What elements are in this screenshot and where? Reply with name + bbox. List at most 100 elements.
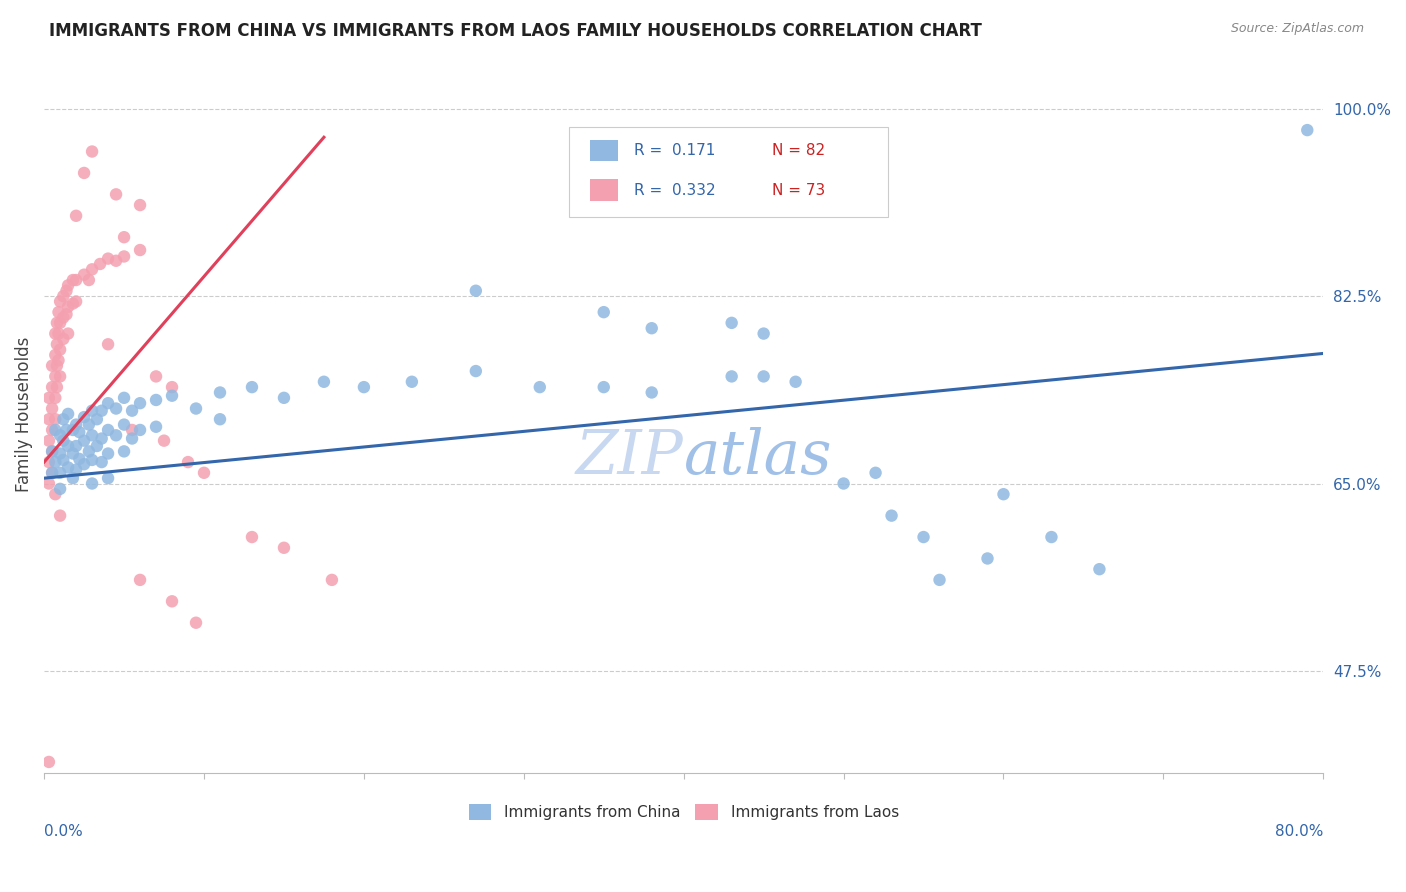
Point [52,453,75,467]
FancyBboxPatch shape [568,127,889,217]
Point [121,432,143,446]
Point [56,439,79,453]
Point [160,389,183,403]
Point [41,423,63,437]
Point [41,359,63,373]
Text: N = 73: N = 73 [772,183,825,197]
Point [38,476,60,491]
Point [720,316,742,330]
Point [129,573,152,587]
Point [529,380,551,394]
Point [184,615,207,630]
Point [145,419,167,434]
Point [112,444,135,458]
Point [752,326,775,341]
Point [86,439,108,453]
Point [62,273,84,287]
Point [129,198,152,212]
Point [41,466,63,480]
Text: 80.0%: 80.0% [1275,824,1323,839]
Point [90,403,112,417]
Point [145,392,167,407]
Point [121,423,143,437]
Point [129,396,152,410]
Point [65,462,87,476]
Point [41,444,63,458]
Point [77,444,100,458]
Point [67,425,90,439]
Point [97,252,120,266]
Point [49,482,72,496]
Point [112,250,135,264]
Point [641,385,664,400]
Point [90,455,112,469]
Point [80,262,103,277]
FancyBboxPatch shape [591,179,619,201]
Text: ZIP: ZIP [576,427,683,487]
Point [52,310,75,325]
Point [73,457,96,471]
Point [880,508,903,523]
Point [160,594,183,608]
Legend: Immigrants from China, Immigrants from Laos: Immigrants from China, Immigrants from L… [463,798,905,827]
Point [38,455,60,469]
Point [56,326,79,341]
Point [353,380,375,394]
Point [86,412,108,426]
Point [52,412,75,426]
Point [129,243,152,257]
Point [80,145,103,159]
Point [321,573,343,587]
Point [273,391,295,405]
Point [153,434,176,448]
Point [49,343,72,357]
Point [44,487,66,501]
Point [464,364,486,378]
Point [49,294,72,309]
Point [65,209,87,223]
Point [97,423,120,437]
Point [41,401,63,416]
Point [112,391,135,405]
Point [45,316,67,330]
Point [112,230,135,244]
Point [56,460,79,475]
Point [38,412,60,426]
Point [45,380,67,394]
Point [77,273,100,287]
Point [89,257,111,271]
Point [80,476,103,491]
Point [80,403,103,417]
Point [52,289,75,303]
Point [44,423,66,437]
Text: IMMIGRANTS FROM CHINA VS IMMIGRANTS FROM LAOS FAMILY HOUSEHOLDS CORRELATION CHAR: IMMIGRANTS FROM CHINA VS IMMIGRANTS FROM… [49,22,981,40]
Point [121,403,143,417]
Point [52,434,75,448]
Point [177,455,200,469]
Point [62,423,84,437]
Point [832,476,855,491]
Point [208,385,231,400]
Point [273,541,295,555]
Point [65,417,87,432]
Point [993,487,1015,501]
Point [56,407,79,421]
Point [44,391,66,405]
Point [44,348,66,362]
Point [80,453,103,467]
Text: 0.0%: 0.0% [44,824,83,839]
Text: Source: ZipAtlas.com: Source: ZipAtlas.com [1230,22,1364,36]
Point [105,401,128,416]
Point [44,412,66,426]
Point [65,273,87,287]
Point [240,380,263,394]
Point [56,300,79,314]
Point [401,375,423,389]
Point [752,369,775,384]
Point [38,391,60,405]
Point [1088,562,1111,576]
Point [105,187,128,202]
Point [62,471,84,485]
Point [56,278,79,293]
Text: N = 82: N = 82 [772,143,825,158]
